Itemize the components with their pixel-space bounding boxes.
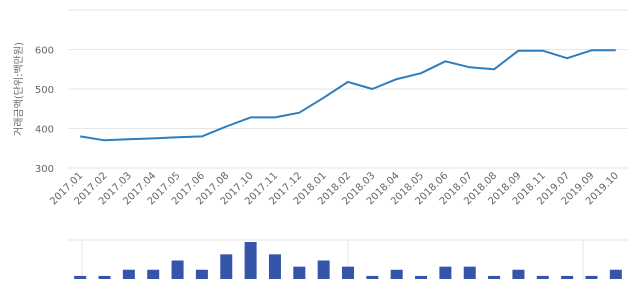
volume-bar [415,275,428,279]
volume-bar [488,275,501,279]
volume-bar [147,269,160,279]
volume-bar [268,254,281,279]
y-tick-label: 600 [35,46,54,57]
y-axis-label: 거래금액(단위:백만원) [12,42,25,136]
volume-bar [122,269,135,279]
volume-bar [536,275,549,279]
volume-bar [366,275,379,279]
price-line [80,49,616,142]
volume-bar [390,269,403,279]
volume-bar [463,266,476,279]
volume-bar [171,260,184,279]
volume-bar [293,266,306,279]
volume-bar [561,275,574,279]
volume-bar [220,254,233,279]
y-tick-label: 300 [35,164,54,175]
volume-bar [98,275,111,279]
volume-bar [74,275,87,279]
y-tick-label: 400 [35,125,54,136]
volume-bar [512,269,525,279]
volume-bar [195,269,208,279]
volume-bar [585,275,598,279]
volume-bar [439,266,452,279]
volume-bar [317,260,330,279]
volume-bar [609,269,622,279]
y-tick-label: 500 [35,85,54,96]
volume-bar [342,266,354,279]
volume-bar [244,242,257,279]
